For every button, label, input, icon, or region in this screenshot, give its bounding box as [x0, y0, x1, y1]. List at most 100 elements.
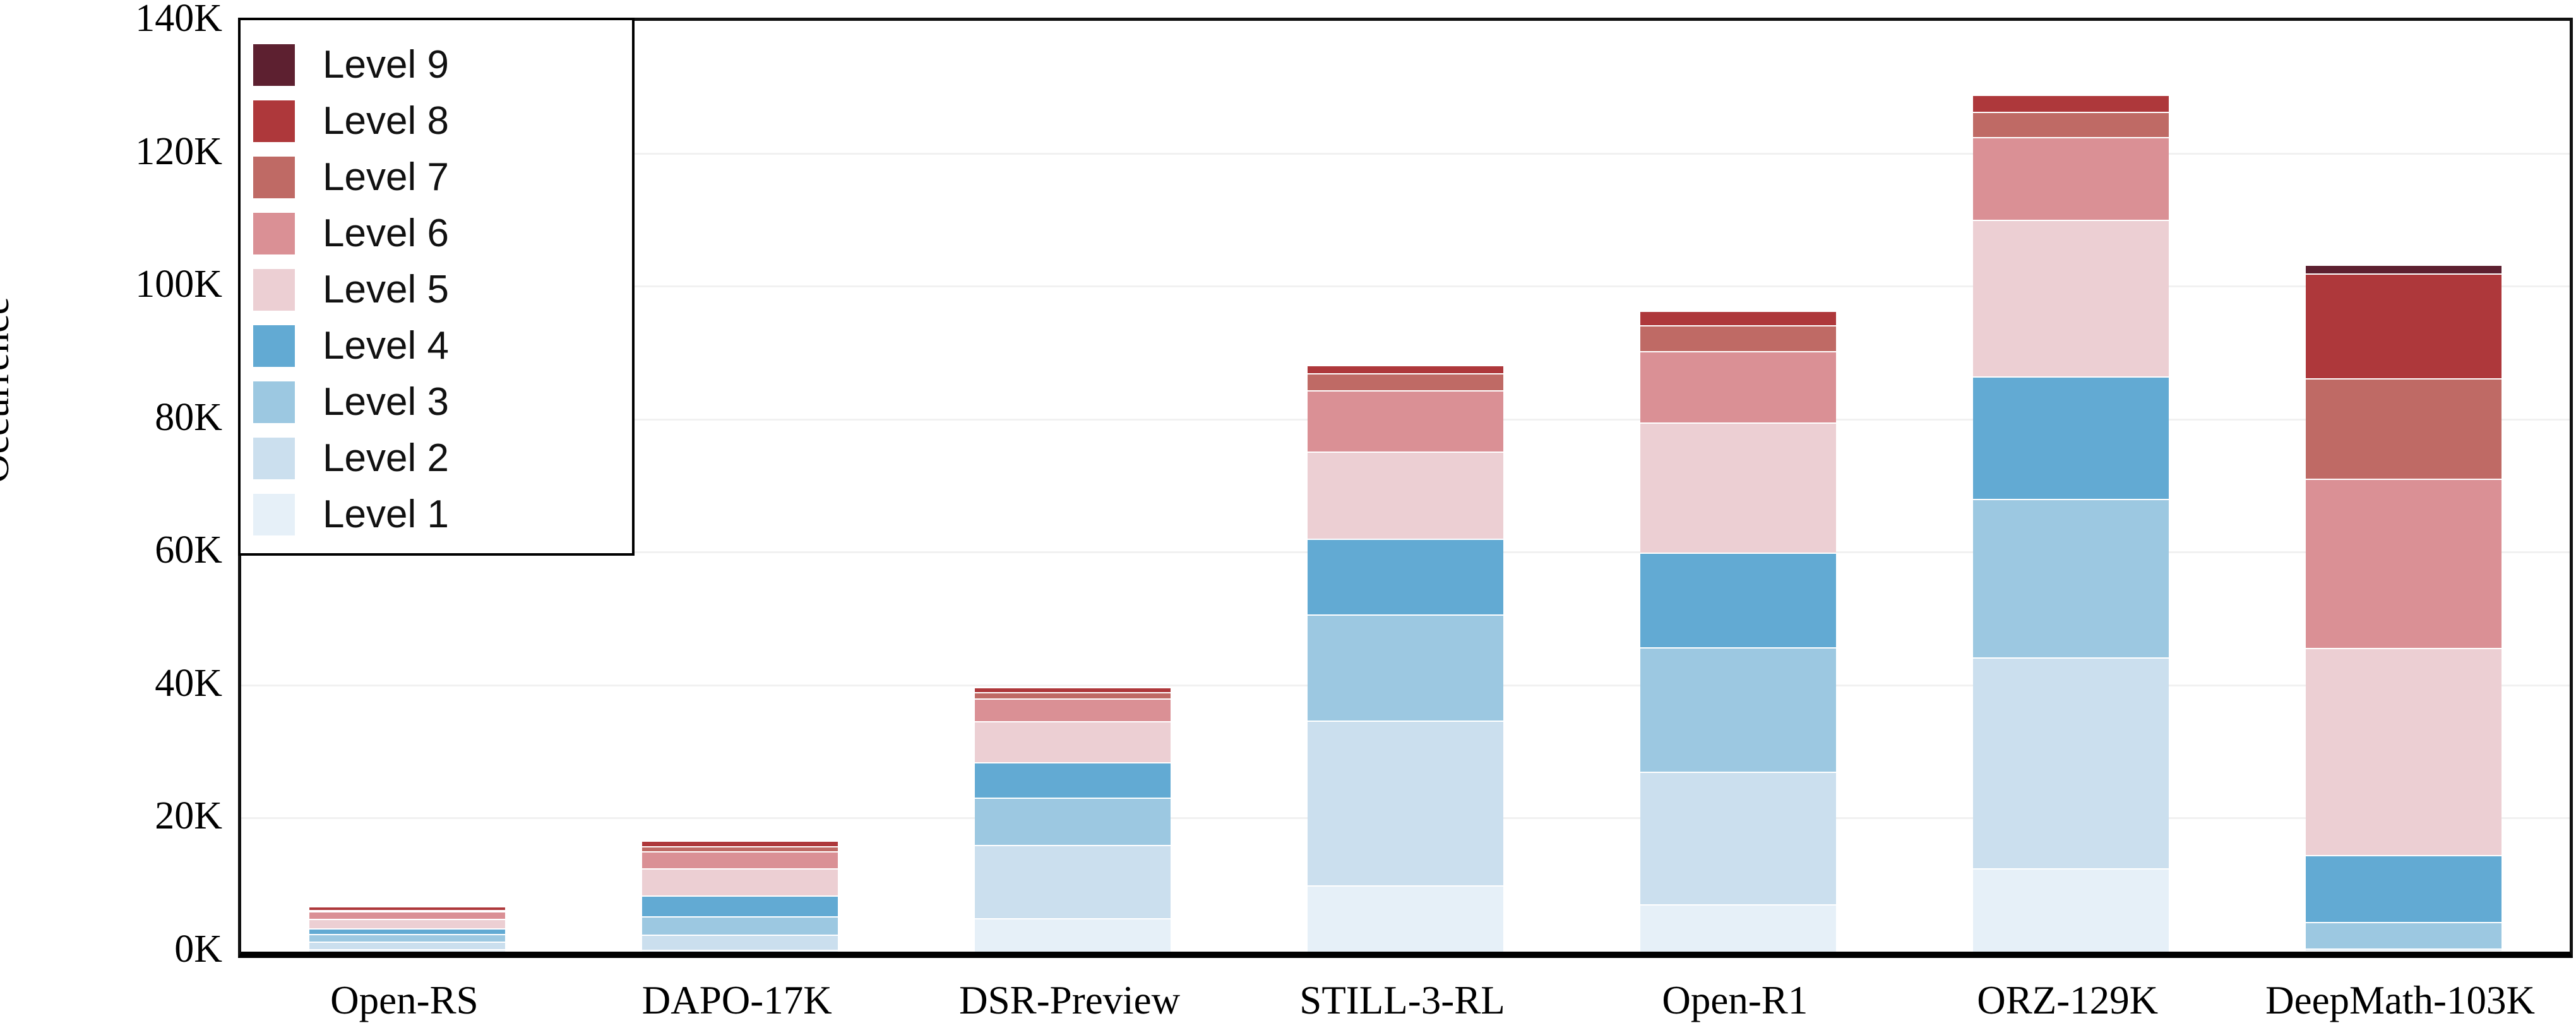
legend-label: Level 5: [323, 268, 449, 311]
segment-level-4: [642, 895, 838, 917]
legend-swatch-icon: [253, 437, 295, 479]
segment-level-3: [642, 916, 838, 935]
x-label-open-rs: Open-RS: [330, 978, 479, 1022]
segment-level-7: [975, 692, 1171, 698]
bar-open-r1: [1640, 311, 1836, 952]
legend-swatch-icon: [253, 156, 295, 198]
legend-item-level-8: Level 8: [253, 93, 632, 149]
segment-level-5: [1640, 422, 1836, 553]
gridline-120k: [241, 152, 2570, 155]
y-tick-label: 100K: [135, 263, 222, 306]
legend-swatch-icon: [253, 100, 295, 142]
segment-level-4: [2305, 855, 2501, 922]
legend-label: Level 7: [323, 155, 449, 199]
legend-swatch-icon: [253, 44, 295, 86]
segment-level-5: [1308, 452, 1503, 539]
legend: Level 9 Level 8 Level 7 Level 6 Level 5 Level…: [238, 18, 635, 556]
segment-level-5: [1972, 219, 2169, 377]
legend-label: Level 8: [323, 99, 449, 143]
segment-level-8: [1308, 365, 1503, 374]
segment-level-4: [1640, 553, 1836, 647]
segment-level-8: [1972, 94, 2169, 112]
segment-level-3: [309, 933, 506, 942]
legend-item-level-3: Level 3: [253, 374, 632, 430]
segment-level-1: [1972, 868, 2169, 952]
x-label-dapo-17k: DAPO-17K: [641, 978, 832, 1022]
segment-level-2: [975, 844, 1171, 919]
segment-level-2: [1640, 771, 1836, 905]
y-tick-label: 20K: [155, 794, 222, 838]
segment-level-4: [309, 928, 506, 934]
segment-level-3: [2305, 921, 2501, 948]
segment-level-4: [1972, 376, 2169, 500]
segment-level-2: [642, 934, 838, 950]
segment-level-6: [1972, 137, 2169, 220]
x-label-still-3-rl: STILL-3-RL: [1299, 978, 1505, 1022]
segment-level-3: [1640, 647, 1836, 772]
y-tick-label: 80K: [155, 395, 222, 439]
legend-label: Level 6: [323, 212, 449, 255]
segment-level-1: [642, 949, 838, 952]
segment-level-1: [975, 918, 1171, 952]
legend-item-level-7: Level 7: [253, 149, 632, 205]
segment-level-1: [1308, 885, 1503, 952]
y-tick-label: 40K: [155, 661, 222, 705]
segment-level-3: [975, 797, 1171, 845]
segment-level-8: [1640, 311, 1836, 326]
bar-open-rs: [309, 905, 506, 952]
legend-label: Level 3: [323, 380, 449, 424]
segment-level-8: [975, 687, 1171, 693]
legend-swatch-icon: [253, 268, 295, 311]
segment-level-2: [2305, 948, 2501, 950]
segment-level-7: [1640, 325, 1836, 352]
y-tick-label: 120K: [135, 129, 222, 173]
segment-level-1: [2305, 950, 2501, 952]
segment-level-5: [642, 868, 838, 895]
x-label-dsr-preview: DSR-Preview: [959, 978, 1181, 1022]
y-tick-label: 140K: [135, 0, 222, 40]
segment-level-1: [1640, 904, 1836, 952]
segment-level-2: [1972, 657, 2169, 869]
segment-level-7: [642, 846, 838, 852]
segment-level-6: [642, 851, 838, 869]
legend-item-level-6: Level 6: [253, 205, 632, 261]
legend-label: Level 1: [323, 493, 449, 536]
segment-level-7: [1972, 112, 2169, 138]
x-label-deepmath-103k: DeepMath-103K: [2265, 978, 2535, 1022]
segment-level-6: [2305, 478, 2501, 648]
legend-item-level-5: Level 5: [253, 261, 632, 318]
segment-level-8: [642, 841, 838, 846]
bar-deepmath-103k: [2305, 264, 2501, 952]
segment-level-4: [1308, 539, 1503, 615]
x-label-open-r1: Open-R1: [1662, 978, 1808, 1022]
legend-swatch-icon: [253, 493, 295, 535]
segment-level-6: [1640, 351, 1836, 422]
segment-level-2: [309, 942, 506, 949]
legend-item-level-2: Level 2: [253, 430, 632, 486]
segment-level-7: [1308, 373, 1503, 391]
legend-item-level-1: Level 1: [253, 486, 632, 542]
legend-label: Level 2: [323, 436, 449, 480]
legend-swatch-icon: [253, 325, 295, 367]
segment-level-8: [309, 906, 506, 910]
legend-swatch-icon: [253, 212, 295, 254]
segment-level-8: [2305, 273, 2501, 378]
y-axis-title: Occurrence: [0, 297, 17, 483]
segment-level-9: [309, 905, 506, 907]
x-label-orz-129k: ORZ-129K: [1977, 978, 2159, 1022]
y-tick-label: 60K: [155, 529, 222, 572]
segment-level-2: [1308, 720, 1503, 885]
legend-label: Level 9: [323, 43, 449, 87]
bar-still-3-rl: [1308, 365, 1503, 952]
segment-level-6: [975, 698, 1171, 721]
y-tick-label: 0K: [174, 928, 222, 971]
legend-swatch-icon: [253, 381, 295, 423]
legend-item-level-9: Level 9: [253, 37, 632, 93]
segment-level-5: [309, 919, 506, 929]
segment-level-4: [975, 762, 1171, 798]
segment-level-5: [975, 721, 1171, 762]
legend-label: Level 4: [323, 324, 449, 368]
segment-level-7: [2305, 378, 2501, 479]
segment-level-6: [309, 911, 506, 919]
